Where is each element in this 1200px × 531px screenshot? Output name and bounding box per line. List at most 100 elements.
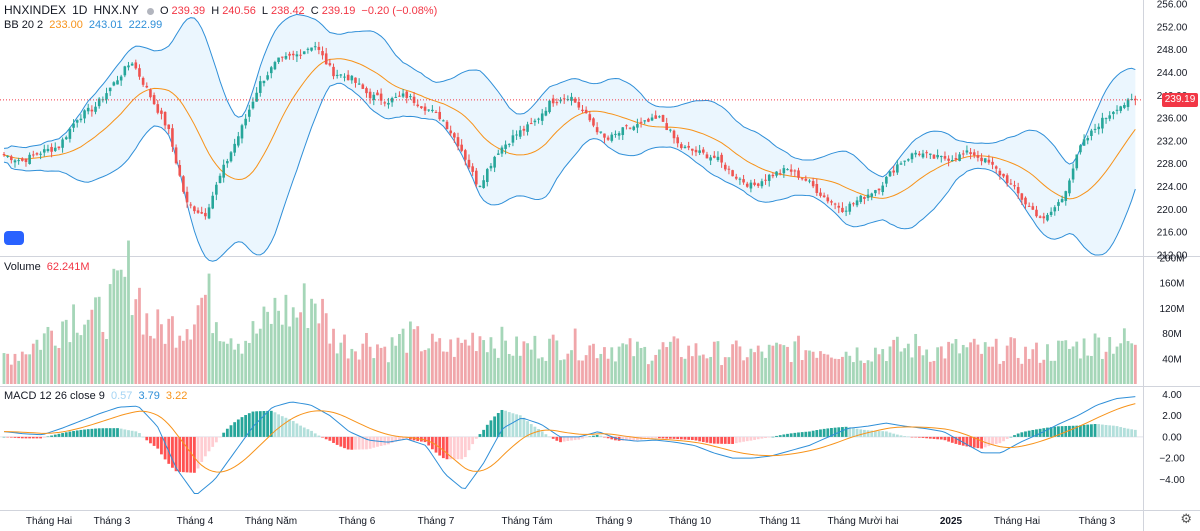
candle: [899, 163, 903, 165]
price-tick-label: 248.00: [1157, 45, 1188, 56]
volume-bar: [526, 343, 529, 384]
symbol-name[interactable]: HNXINDEX: [4, 3, 67, 17]
candle: [1086, 138, 1090, 141]
macd-histogram-bar: [372, 436, 376, 448]
macd-histogram-bar: [980, 436, 983, 449]
volume-bar: [632, 356, 636, 384]
candle: [844, 210, 848, 212]
volume-bar: [639, 348, 643, 384]
candle: [288, 53, 291, 56]
macd-legend[interactable]: MACD 12 26 close 9 0.57 3.79 3.22: [4, 390, 190, 402]
macd-histogram-bar: [657, 436, 661, 439]
volume-bar: [1053, 360, 1057, 384]
volume-bar: [588, 345, 592, 384]
candle: [603, 133, 606, 138]
volume-bar: [958, 353, 961, 384]
candle: [317, 46, 321, 50]
candle: [819, 192, 822, 196]
interval-label[interactable]: 1D: [72, 3, 88, 17]
candle: [950, 160, 954, 162]
candle: [57, 146, 61, 149]
macd-histogram-bar: [1002, 436, 1005, 442]
volume-bar: [1086, 355, 1090, 384]
candle: [2, 154, 6, 156]
volume-bar: [800, 360, 804, 384]
volume-bar: [1005, 345, 1009, 384]
volume-bar: [339, 342, 343, 384]
candle: [350, 75, 354, 81]
candle: [691, 148, 694, 151]
candle: [738, 178, 742, 180]
macd-histogram-bar: [299, 425, 302, 437]
candle: [445, 121, 449, 130]
volume-bar: [753, 352, 756, 384]
volume-bar: [811, 351, 815, 384]
volume-legend[interactable]: Volume 62.241M: [4, 261, 93, 273]
candle: [1115, 109, 1119, 111]
macd-histogram-bar: [376, 436, 379, 447]
time-tick-label: 2025: [940, 516, 963, 527]
macd-histogram-bar: [603, 436, 606, 438]
candle: [130, 63, 134, 66]
time-tick-label: Tháng Tám: [502, 516, 553, 527]
macd-histogram-bar: [892, 433, 896, 437]
volume-bar: [50, 330, 53, 384]
volume-bar: [1079, 358, 1082, 384]
candle: [21, 158, 24, 161]
macd-histogram-bar: [306, 429, 310, 437]
macd-histogram-bar: [786, 433, 789, 437]
volume-bar: [255, 333, 259, 384]
volume-bar: [581, 360, 584, 384]
macd-histogram-bar: [683, 436, 687, 440]
volume-bar: [936, 347, 940, 384]
candle: [786, 169, 789, 171]
volume-bar: [236, 343, 240, 384]
macd-histogram-bar: [877, 430, 881, 437]
candle: [727, 168, 731, 170]
volume-bar: [614, 361, 617, 384]
candle: [1020, 193, 1024, 200]
candle: [833, 203, 837, 205]
candle: [903, 160, 906, 162]
candle: [595, 127, 599, 133]
macd-histogram-bar: [764, 436, 767, 439]
candle: [672, 130, 676, 139]
macd-histogram-bar: [438, 436, 442, 456]
macd-histogram-bar: [998, 436, 1002, 444]
volume-bar: [863, 363, 866, 384]
volume-bar: [328, 343, 332, 384]
candle: [10, 156, 13, 161]
candle: [343, 76, 346, 78]
volume-bar: [1133, 344, 1137, 384]
volume-bar: [291, 307, 295, 384]
candle: [789, 169, 793, 172]
time-tick-label: Tháng 6: [339, 516, 376, 527]
macd-histogram-bar: [815, 430, 819, 437]
macd-tick-label: 4.00: [1162, 390, 1182, 401]
volume-bar: [716, 341, 720, 384]
candle: [324, 53, 328, 65]
candle: [295, 54, 299, 57]
volume-bar: [449, 339, 453, 384]
gear-icon[interactable]: ⚙: [1180, 511, 1192, 526]
candle: [1101, 117, 1104, 129]
volume-bar: [471, 332, 475, 384]
macd-histogram-bar: [1097, 424, 1101, 437]
volume-bar: [86, 319, 90, 384]
volume-bar: [192, 324, 196, 384]
candle: [804, 178, 808, 181]
bb-legend[interactable]: BB 20 2 233.00 243.01 222.99: [4, 19, 165, 31]
volume-bar: [559, 360, 562, 384]
candle: [705, 154, 709, 159]
macd-histogram-bar: [844, 426, 848, 437]
volume-bar: [398, 333, 401, 384]
volume-bar: [430, 333, 434, 384]
tradingview-cloud-icon[interactable]: [4, 231, 24, 245]
volume-bar: [540, 357, 544, 384]
macd-histogram-bar: [551, 436, 555, 439]
candle: [248, 109, 251, 117]
macd-histogram-bar: [822, 428, 826, 437]
macd-histogram-bar: [987, 436, 991, 447]
volume-bar: [35, 339, 39, 384]
